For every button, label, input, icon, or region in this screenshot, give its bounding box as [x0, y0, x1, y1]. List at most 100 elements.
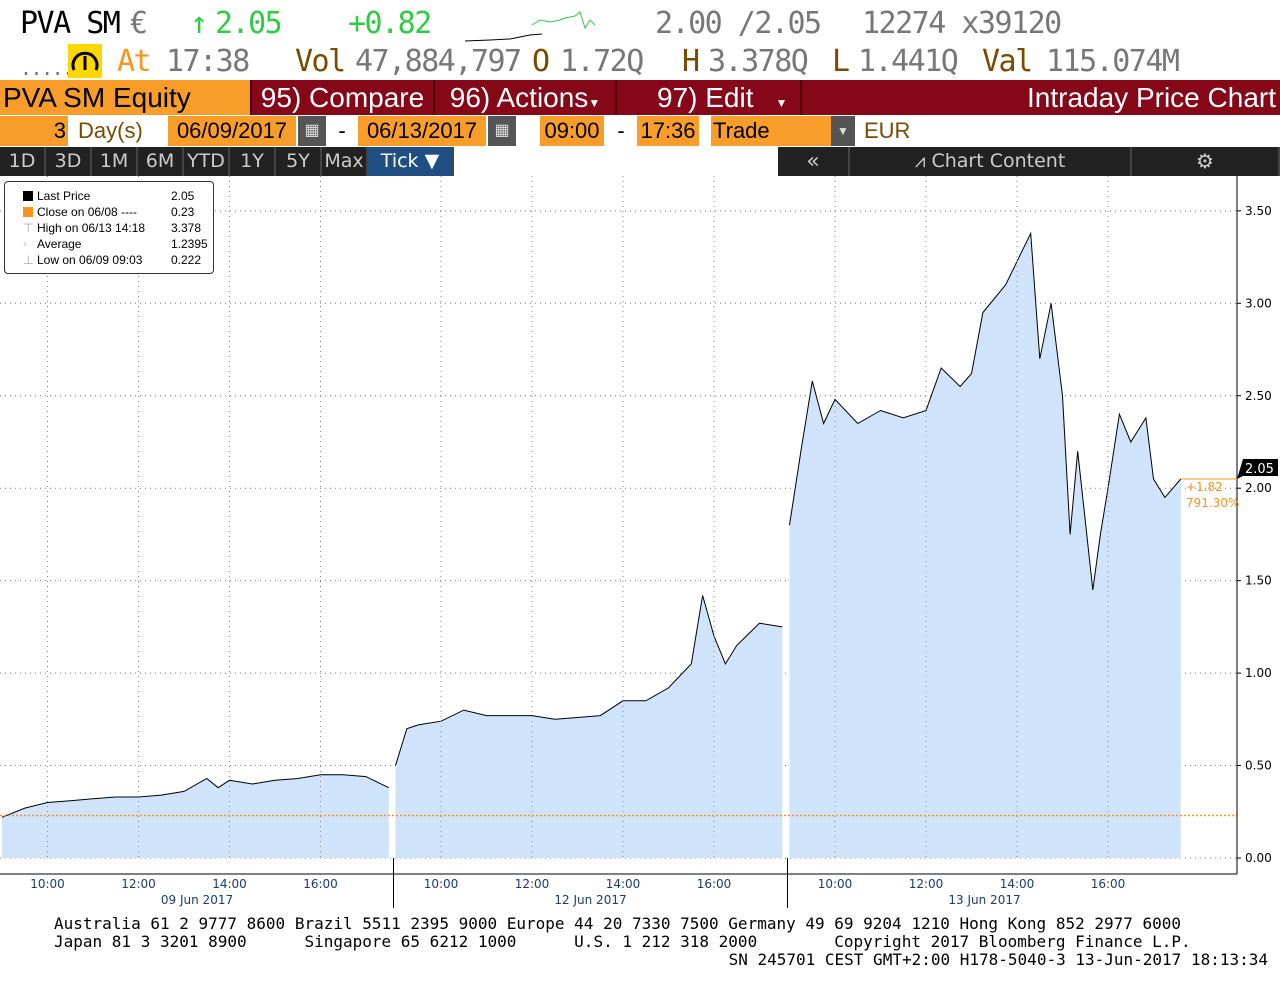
price-area	[2, 774, 389, 858]
day-label: 12 Jun 2017	[554, 893, 626, 907]
actions-menu[interactable]: 96) Actions▼	[435, 80, 617, 115]
period-3d[interactable]: 3D	[46, 147, 92, 176]
legend-value: 3.378	[171, 221, 202, 235]
period-unit[interactable]: Day(s)	[78, 118, 143, 143]
time-dash: -	[617, 118, 625, 143]
start-time-input[interactable]: 09:00	[540, 116, 604, 146]
period-max[interactable]: Max	[322, 147, 368, 176]
status-dots: .....	[20, 56, 74, 80]
last-price: 2.05	[215, 6, 283, 41]
calendar-icon[interactable]: ▦	[488, 116, 516, 146]
dropdown-icon: ▼	[775, 96, 788, 110]
speedometer-icon[interactable]	[68, 44, 102, 78]
at-label: At	[117, 44, 152, 79]
start-date-input[interactable]: 06/09/2017	[168, 116, 296, 146]
legend-value: 0.23	[171, 205, 195, 219]
low-label: L	[832, 44, 850, 79]
period-6m[interactable]: 6M	[138, 147, 184, 176]
period-1d[interactable]: 1D	[0, 147, 46, 176]
x-tick-label: 14:00	[1000, 877, 1035, 891]
change-pct-label: 791.30%	[1186, 496, 1239, 510]
legend-item: Last Price 2.05	[13, 188, 207, 204]
x-tick-label: 14:00	[212, 877, 247, 891]
y-tick-label: 3.00	[1245, 296, 1272, 310]
y-tick-label: 1.00	[1245, 666, 1272, 680]
period-1y[interactable]: 1Y	[230, 147, 276, 176]
function-toolbar: PVA SM Equity 95) Compare 96) Actions▼ 9…	[0, 80, 1280, 115]
page-title: Intraday Price Chart	[1027, 82, 1276, 113]
legend-label: High on 06/13 14:18	[37, 221, 146, 235]
legend-value: 0.222	[171, 253, 202, 267]
legend-value: 2.05	[171, 189, 195, 203]
legend-item: ⊤ High on 06/13 14:18 3.378	[13, 220, 207, 236]
up-arrow-icon: ↑	[190, 6, 208, 41]
edit-label: 97) Edit	[657, 82, 754, 113]
price-line	[1, 774, 390, 818]
end-time-input[interactable]: 17:36	[637, 116, 699, 146]
x-tick-label: 12:00	[909, 877, 944, 891]
end-date-input[interactable]: 06/13/2017	[358, 116, 486, 146]
legend-item: ◦ Average 1.2395	[13, 236, 208, 252]
x-tick-label: 16:00	[1091, 877, 1126, 891]
chart-icon: ⩘	[914, 150, 932, 172]
settings-gear-icon[interactable]: ⚙	[1132, 147, 1280, 176]
dropdown-icon[interactable]: ▼	[831, 116, 855, 146]
legend-label: Average	[37, 237, 82, 251]
open-label: O	[532, 44, 550, 79]
period-ytd[interactable]: YTD	[184, 147, 230, 176]
price-line	[395, 595, 783, 766]
x-tick-label: 16:00	[697, 877, 732, 891]
calendar-icon[interactable]: ▦	[298, 116, 326, 146]
last-price-tag	[1237, 458, 1278, 479]
legend-item: Close on 06/08 ---- 0.23	[13, 204, 207, 220]
y-tick-label: 0.00	[1245, 851, 1272, 865]
legend-item: ⊥ Low on 06/09 09:03 0.222	[13, 252, 207, 268]
y-tick-label: 3.50	[1245, 204, 1272, 218]
legend-label: Last Price	[37, 189, 91, 203]
low: 1.441Q	[858, 44, 959, 79]
dropdown-icon: ▼	[588, 96, 601, 110]
period-count[interactable]: 3	[0, 116, 68, 146]
bid-ask: 2.00 /2.05	[655, 6, 822, 41]
trade-time: 17:38	[166, 44, 250, 79]
legend-marker-icon: ⊤	[23, 221, 34, 235]
legend-label: Close on 06/08 ----	[37, 205, 138, 219]
market-type-select[interactable]: Trade	[711, 116, 831, 146]
legend-swatch	[23, 207, 33, 217]
ticker: PVA SM	[20, 6, 121, 41]
date-dash: -	[330, 116, 354, 146]
period-5y[interactable]: 5Y	[276, 147, 322, 176]
chart-content-label: Chart Content	[931, 150, 1066, 172]
currency: €	[130, 6, 148, 41]
price-area	[395, 595, 783, 858]
high: 3.378Q	[708, 44, 809, 79]
period-1m[interactable]: 1M	[92, 147, 138, 176]
x-tick-label: 14:00	[606, 877, 641, 891]
period-tick[interactable]: Tick ▼	[368, 147, 454, 176]
footer-line-3: SN 245701 CEST GMT+2:00 H178-5040-3 13-J…	[728, 950, 1268, 969]
legend-marker-icon: ◦	[23, 237, 28, 251]
price-chart[interactable]: 0.00 0.50 1.00 1.50 2.00 2.50 3.00 3.50 10:00 12:…	[0, 176, 1280, 908]
legend-value: 1.2395	[171, 237, 208, 251]
x-tick-label: 10:00	[424, 877, 459, 891]
actions-label: 96) Actions	[449, 82, 589, 113]
legend-marker-icon: ⊥	[23, 253, 34, 267]
edit-menu[interactable]: 97) Edit ▼	[617, 80, 802, 115]
collapse-button[interactable]: «	[778, 147, 850, 176]
sparkline	[465, 11, 596, 42]
security-field[interactable]: PVA SM Equity	[0, 80, 252, 115]
currency-field[interactable]: EUR	[864, 118, 911, 143]
change-label: +1.82	[1186, 480, 1223, 494]
y-tick-label: 0.50	[1245, 759, 1272, 773]
y-tick-label: 2.00	[1245, 481, 1272, 495]
y-tick-label: 1.50	[1245, 574, 1272, 588]
high-label: H	[682, 44, 700, 79]
footer-line-1: Australia 61 2 9777 8600 Brazil 5511 239…	[54, 914, 1182, 933]
x-tick-label: 12:00	[515, 877, 550, 891]
val-label: Val	[982, 44, 1033, 79]
chart-content-button[interactable]: ⩘ Chart Content	[850, 147, 1132, 176]
chart-legend: Last Price 2.05 Close on 06/08 ---- 0.23 ⊤ Hi…	[4, 181, 214, 274]
last-price-tag-label: 2.05	[1245, 462, 1274, 477]
compare-button[interactable]: 95) Compare	[252, 80, 435, 115]
footer-line-2: Japan 81 3 3201 8900 Singapore 65 6212 1…	[54, 932, 1191, 951]
